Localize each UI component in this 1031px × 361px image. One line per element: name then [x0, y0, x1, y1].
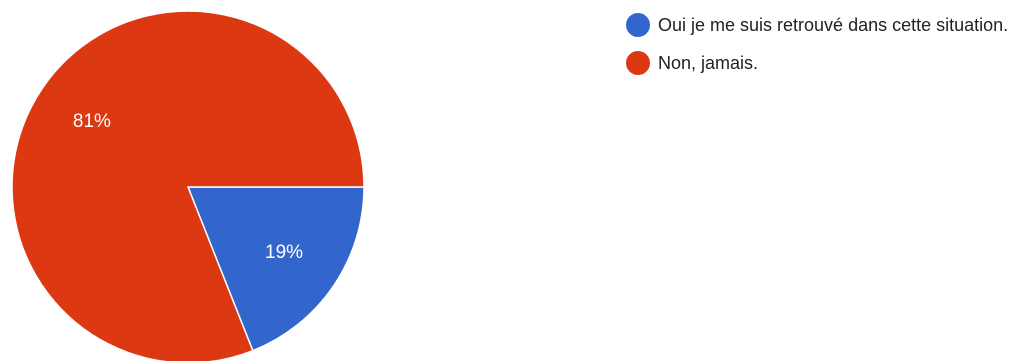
legend-item-oui[interactable]: Oui je me suis retrouvé dans cette situa…: [626, 11, 1026, 39]
legend: Oui je me suis retrouvé dans cette situa…: [626, 11, 1026, 87]
pie-slice-1[interactable]: [11, 10, 365, 361]
pie-slice-0[interactable]: [186, 186, 365, 352]
pie-slice-label-1: 81%: [73, 111, 111, 132]
legend-swatch-non: [626, 51, 650, 75]
legend-label-oui: Oui je me suis retrouvé dans cette situa…: [658, 15, 1009, 35]
legend-label-non: Non, jamais.: [658, 53, 759, 73]
legend-swatch-oui: [626, 13, 650, 37]
pie-slice-label-0: 19%: [265, 242, 303, 263]
legend-item-non[interactable]: Non, jamais.: [626, 49, 1026, 77]
